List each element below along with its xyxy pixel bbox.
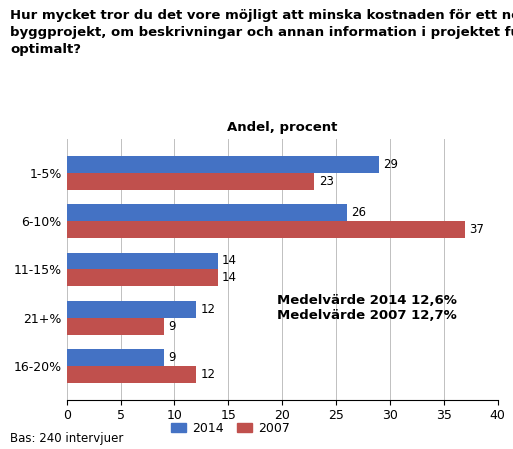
Bar	[67, 269, 218, 286]
Title: Andel, procent: Andel, procent	[227, 121, 338, 134]
Text: Hur mycket tror du det vore möjligt att minska kostnaden för ett normalt
byggpro: Hur mycket tror du det vore möjligt att …	[10, 9, 513, 56]
Text: 23: 23	[319, 175, 333, 188]
Text: 37: 37	[469, 223, 484, 236]
Bar	[67, 317, 164, 335]
Text: 12: 12	[200, 368, 215, 381]
Text: 29: 29	[383, 158, 399, 171]
Bar	[67, 173, 314, 190]
Bar	[67, 221, 465, 238]
Bar	[67, 349, 164, 366]
Text: 9: 9	[168, 351, 175, 364]
Legend: 2014, 2007: 2014, 2007	[166, 417, 294, 440]
Bar	[67, 204, 347, 221]
Bar	[67, 252, 218, 269]
Text: Medelvärde 2014 12,6%
Medelvärde 2007 12,7%: Medelvärde 2014 12,6% Medelvärde 2007 12…	[277, 294, 457, 322]
Text: 12: 12	[200, 303, 215, 316]
Bar	[67, 301, 196, 317]
Text: 9: 9	[168, 320, 175, 333]
Bar	[67, 366, 196, 383]
Text: 26: 26	[351, 206, 366, 219]
Text: Bas: 240 intervjuer: Bas: 240 intervjuer	[10, 431, 124, 445]
Text: 14: 14	[222, 255, 237, 268]
Text: 14: 14	[222, 271, 237, 284]
Bar	[67, 156, 379, 173]
